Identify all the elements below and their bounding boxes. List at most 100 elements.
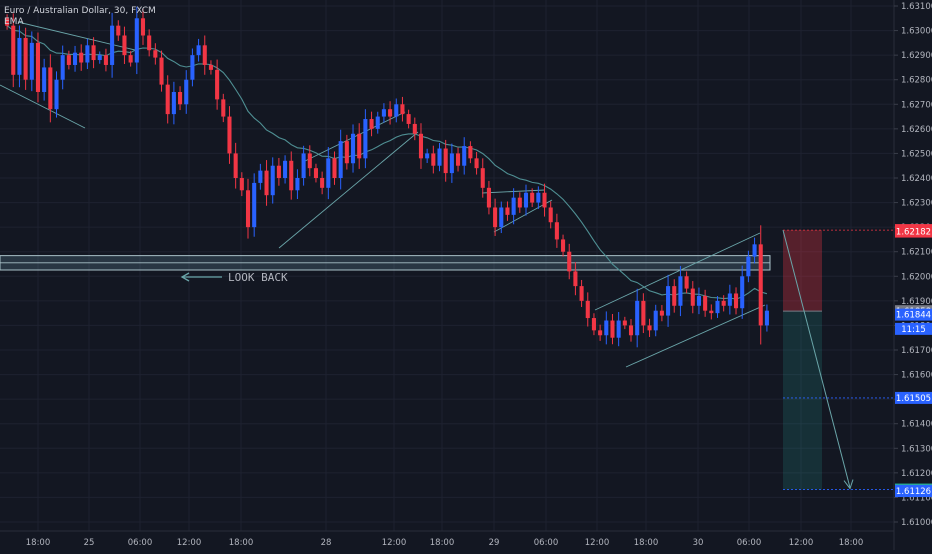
candle-body (517, 197, 522, 208)
price-tick-label: 1.62100 (901, 248, 932, 258)
candle-body (171, 92, 176, 115)
candle-body (536, 192, 541, 203)
candle-body (128, 55, 133, 63)
short-position-tool[interactable] (782, 229, 894, 490)
price-tag-label: 1.61505 (896, 394, 931, 404)
time-axis[interactable]: 18:00 25 06:00 12:00 18:00 28 12:00 18:00 29 06:0… (26, 538, 864, 548)
candle-body (412, 123, 417, 134)
candle-body (147, 35, 152, 51)
price-tick-label: 1.61300 (901, 444, 932, 454)
indicator-label[interactable]: EMA (4, 17, 24, 27)
price-tag-box (895, 322, 932, 335)
candle-body (456, 153, 461, 166)
symbol-title[interactable]: Euro / Australian Dollar, 30, FXCM (4, 6, 156, 16)
time-tick-label: 29 (489, 538, 500, 548)
candle-body (5, 18, 10, 26)
candle-body (542, 192, 547, 208)
candle-body (227, 116, 232, 154)
candle-body (320, 178, 325, 188)
candle-body (579, 286, 584, 301)
candle-body (122, 35, 127, 56)
candle-body (301, 153, 306, 178)
projection-line (782, 229, 851, 488)
candle-body (215, 69, 220, 100)
candle-body (647, 325, 652, 331)
trend-line (0, 84, 86, 129)
candle-body (449, 153, 454, 174)
candle-body (184, 79, 189, 105)
time-tick-label: 12:00 (382, 538, 407, 548)
candle-body (357, 133, 362, 159)
candle-body (523, 192, 529, 208)
support-zone (0, 255, 771, 271)
candle-body (153, 50, 158, 58)
candle-body (721, 300, 726, 306)
candle-body (733, 293, 739, 309)
candle-body (406, 114, 411, 124)
candle-body (79, 52, 84, 63)
candle-body (727, 293, 732, 306)
candle-body (48, 67, 53, 110)
time-tick-label: 12:00 (789, 538, 814, 548)
candle-body (375, 116, 380, 129)
candle-body (511, 197, 516, 215)
candle-body (159, 57, 164, 85)
candle-body (264, 170, 269, 196)
candle-body (567, 251, 572, 272)
price-tag-box (895, 308, 932, 321)
candle-body (221, 99, 226, 117)
candle-body (165, 84, 170, 115)
price-tick-label: 1.62800 (901, 76, 932, 86)
candle-body (73, 52, 78, 65)
candle-body (666, 286, 671, 316)
price-tag-label: 1.62182 (896, 228, 931, 238)
candle-body (196, 45, 201, 56)
time-tick-label: 30 (693, 538, 704, 548)
time-tick-label: 18:00 (634, 538, 659, 548)
candle-body (270, 165, 275, 196)
price-tick-label: 1.61900 (901, 297, 932, 307)
candle-body (443, 148, 448, 174)
ema-series (6, 25, 768, 300)
price-tick-label: 1.62000 (901, 272, 932, 282)
candle-body (233, 153, 238, 178)
candle-body (289, 160, 294, 191)
candle-body (672, 286, 677, 306)
price-tick-label: 1.63000 (901, 27, 932, 37)
candle-body (42, 67, 47, 92)
chart-header: Euro / Australian Dollar, 30, FXCM EMA (4, 6, 156, 28)
time-tick-label: 06:00 (128, 538, 153, 548)
candle-body (23, 37, 28, 80)
candle-body (653, 310, 658, 331)
time-tick-label: 18:00 (26, 538, 51, 548)
projection-arrowhead (843, 479, 854, 490)
candle-body (480, 168, 485, 188)
candle-body (110, 25, 115, 65)
candle-body (505, 207, 510, 215)
take-profit-area (783, 311, 822, 490)
price-tick-label: 1.62300 (901, 199, 932, 209)
price-tick-label: 1.61100 (901, 493, 932, 503)
time-tick-label: 18:00 (839, 538, 864, 548)
candle-body (486, 187, 491, 208)
candlestick-series (5, 6, 769, 348)
candle-body (245, 190, 251, 228)
candle-body (573, 271, 578, 287)
trend-line (278, 131, 419, 249)
candle-body (29, 42, 34, 80)
candle-body (66, 55, 71, 65)
price-tick-label: 1.61400 (901, 420, 932, 430)
candle-body (394, 104, 399, 117)
candle-body (659, 310, 664, 316)
candle-body (474, 158, 479, 169)
time-tick-label: 28 (321, 538, 332, 548)
price-tick-label: 1.63100 (901, 2, 932, 12)
candle-body (437, 148, 442, 166)
candle-body (715, 300, 720, 314)
time-tick-label: 12:00 (585, 538, 610, 548)
time-tick-label: 18:00 (430, 538, 455, 548)
look-back-arrow (180, 272, 222, 282)
ema-line (6, 25, 768, 300)
candle-body (190, 55, 195, 80)
